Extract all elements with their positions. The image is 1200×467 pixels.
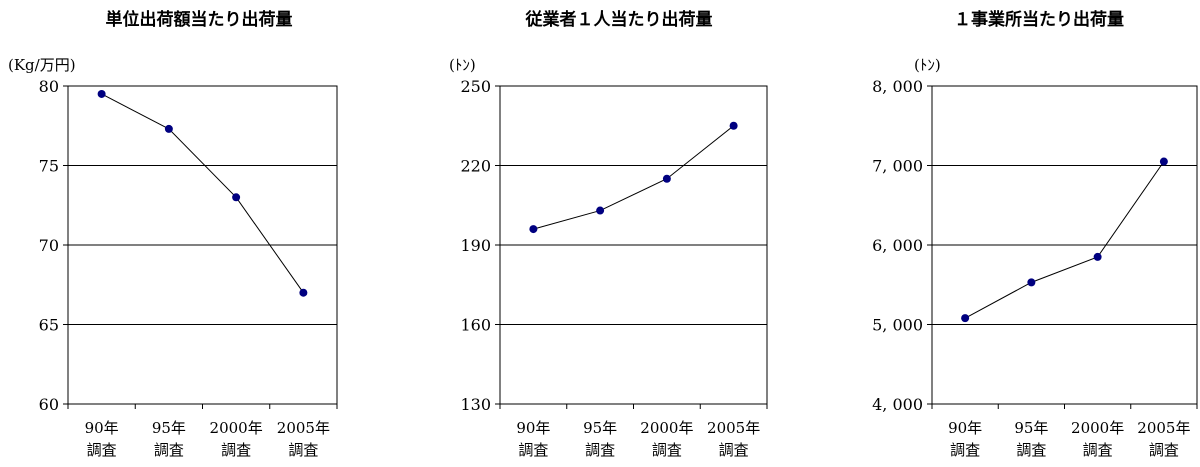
data-point: [529, 225, 538, 234]
x-category-label: 調査: [719, 441, 749, 459]
x-category-label: 調査: [1016, 441, 1046, 459]
x-category-label: 調査: [1149, 441, 1179, 459]
y-tick-label: 80: [39, 77, 59, 96]
data-point: [1159, 157, 1168, 166]
x-category-label: 95年: [583, 419, 617, 437]
x-category-label: 2005年: [707, 419, 760, 437]
x-category-label: 2005年: [277, 419, 330, 437]
series-line: [101, 93, 304, 293]
y-axis-unit-label: (Kg/万円): [8, 56, 76, 74]
y-tick-label: 220: [460, 157, 491, 176]
x-category-label: 調査: [221, 441, 251, 459]
y-tick-label: 130: [460, 395, 491, 414]
x-category-label: 2000年: [210, 419, 263, 437]
data-point: [299, 288, 308, 297]
x-category-label: 95年: [1014, 419, 1048, 437]
x-category-label: 90年: [948, 419, 982, 437]
data-point: [164, 124, 173, 133]
x-category-label: 調査: [1083, 441, 1113, 459]
x-category-label: 調査: [87, 441, 117, 459]
chart-title: 従業者１人当たり出荷量: [525, 9, 713, 30]
series-line: [533, 125, 734, 230]
x-category-label: 調査: [518, 441, 548, 459]
data-point: [232, 193, 241, 202]
chart-per-establishment: １事業所当たり出荷量 (ﾄﾝ) 4, 000 5, 000 6, 000 7, 000 8,…: [872, 9, 1198, 459]
x-category-label: 調査: [585, 441, 615, 459]
x-category-label: 調査: [950, 441, 980, 459]
y-tick-label: 6, 000: [872, 236, 923, 255]
data-point: [961, 314, 970, 323]
x-category-label: 90年: [516, 419, 550, 437]
y-tick-label: 4, 000: [872, 395, 923, 414]
chart-title: 単位出荷額当たり出荷量: [106, 9, 293, 30]
y-tick-label: 5, 000: [872, 316, 923, 335]
x-category-label: 調査: [652, 441, 682, 459]
data-point: [97, 89, 106, 98]
x-category-label: 2005年: [1137, 419, 1190, 437]
x-category-label: 2000年: [1071, 419, 1124, 437]
x-category-label: 95年: [152, 419, 186, 437]
y-tick-label: 8, 000: [872, 77, 923, 96]
series-line: [964, 161, 1165, 319]
chart-title: １事業所当たり出荷量: [954, 9, 1124, 30]
y-tick-label: 75: [39, 157, 59, 176]
y-axis-unit-label: (ﾄﾝ): [914, 56, 941, 74]
x-category-label: 調査: [288, 441, 318, 459]
y-tick-label: 65: [39, 316, 59, 335]
data-point: [662, 174, 671, 183]
y-tick-label: 250: [460, 77, 491, 96]
data-point: [596, 206, 605, 215]
y-tick-label: 60: [39, 395, 59, 414]
x-category-label: 調査: [154, 441, 184, 459]
data-point: [729, 121, 738, 130]
data-point: [1093, 252, 1102, 261]
y-tick-label: 7, 000: [872, 157, 923, 176]
data-point: [1027, 278, 1036, 287]
y-tick-label: 70: [39, 236, 59, 255]
x-category-label: 90年: [85, 419, 119, 437]
y-tick-label: 160: [460, 316, 491, 335]
y-axis-unit-label: (ﾄﾝ): [449, 56, 476, 74]
x-category-label: 2000年: [640, 419, 693, 437]
y-tick-label: 190: [460, 236, 491, 255]
